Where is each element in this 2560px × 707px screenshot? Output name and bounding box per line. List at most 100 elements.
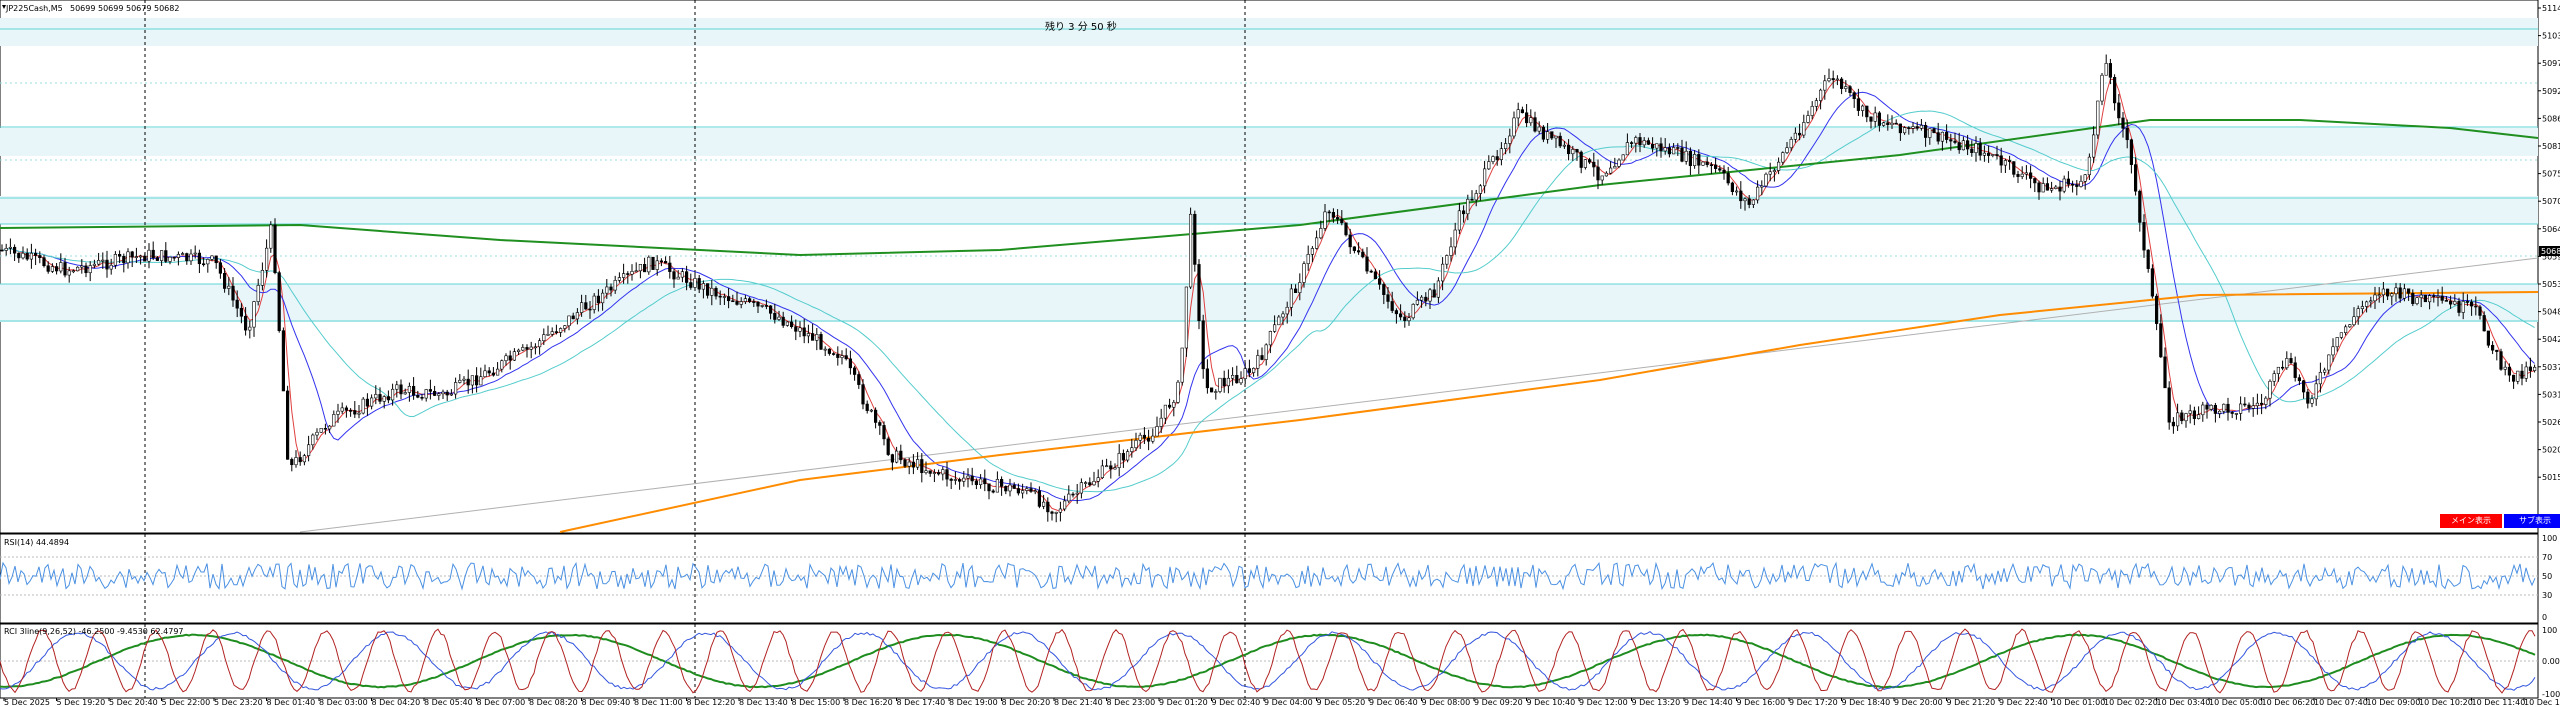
- candle-body: [1428, 289, 1432, 302]
- candle-body: [1344, 222, 1348, 236]
- candle-body: [693, 278, 697, 288]
- candle-body: [848, 358, 852, 369]
- candle-body: [1298, 282, 1302, 293]
- candle-body: [1772, 170, 1776, 173]
- candle-body: [907, 461, 911, 467]
- candle-body: [84, 265, 88, 274]
- candle-body: [1441, 263, 1445, 282]
- candle-body: [1672, 147, 1676, 155]
- main-display-button[interactable]: メイン表示: [2440, 514, 2502, 528]
- candle-body: [1987, 152, 1991, 156]
- candle-body: [1609, 167, 1613, 174]
- rci-pane[interactable]: RCI 3line(9,26,52) -46.2500 -9.4530 62.4…: [0, 623, 2539, 699]
- time-label: 9 Dec 08:00: [1422, 698, 1471, 707]
- candle-body: [1180, 347, 1184, 383]
- candle-body: [1747, 198, 1751, 205]
- candle-body: [1520, 109, 1524, 114]
- candle-body: [2037, 182, 2041, 193]
- candle-body: [857, 374, 861, 385]
- candle-body: [2012, 161, 2016, 175]
- candle-body: [223, 273, 227, 289]
- candle-body: [1445, 255, 1449, 265]
- candle-body: [1264, 344, 1268, 360]
- candle-body: [2054, 186, 2058, 189]
- candle-body: [886, 438, 890, 455]
- candle-body: [756, 301, 760, 307]
- ema-slow-line: [1, 110, 2535, 493]
- time-label: 8 Dec 07:00: [477, 698, 526, 707]
- candle-body: [1915, 126, 1919, 129]
- candle-body: [815, 334, 819, 341]
- candle-body: [319, 427, 323, 433]
- candle-body: [105, 259, 109, 270]
- candle-body: [2159, 323, 2163, 358]
- candle-body: [1289, 288, 1293, 308]
- candle-body: [2041, 183, 2045, 193]
- candle-body: [2461, 301, 2465, 313]
- candle-body: [361, 398, 365, 414]
- rsi-scale-100: 100: [2542, 534, 2557, 543]
- candle-body: [0, 249, 4, 252]
- candle-body: [2512, 374, 2516, 382]
- rci-scale: 100 0.00 -100: [2542, 626, 2560, 699]
- candle-body: [2503, 366, 2507, 370]
- candle-body: [571, 315, 575, 320]
- candle-body: [1491, 156, 1495, 162]
- candle-body: [1907, 127, 1911, 129]
- candle-body: [1214, 391, 1218, 393]
- candle-body: [1420, 296, 1424, 301]
- time-label: 9 Dec 20:00: [1894, 698, 1943, 707]
- candle-body: [1348, 234, 1352, 248]
- candle-body: [1978, 143, 1982, 156]
- candle-body: [1802, 122, 1806, 136]
- collapse-arrow-icon[interactable]: [2, 5, 6, 9]
- candle-body: [1844, 86, 1848, 89]
- candle-body: [2507, 366, 2512, 376]
- candle-body: [1079, 482, 1083, 494]
- candle-body: [311, 434, 315, 446]
- candle-body: [1310, 248, 1314, 255]
- time-label: 9 Dec 05:20: [1317, 698, 1366, 707]
- candle-body: [2003, 160, 2007, 166]
- candle-body: [487, 370, 491, 374]
- candle-body: [516, 349, 521, 352]
- candle-body: [831, 353, 836, 355]
- candle-body: [2348, 324, 2352, 328]
- time-label: 8 Dec 08:20: [529, 698, 578, 707]
- candle-body: [2491, 344, 2495, 351]
- candle-body: [1352, 246, 1356, 251]
- candle-body: [1760, 185, 1764, 188]
- candle-body: [2260, 402, 2264, 405]
- price-label: 50869: [2542, 114, 2560, 123]
- candle-body: [525, 347, 529, 350]
- rsi-pane-border: [0, 533, 2539, 624]
- candle-body: [626, 273, 630, 275]
- candle-body: [1172, 402, 1176, 408]
- candle-body: [63, 262, 67, 276]
- main-pane[interactable]: JP225Cash,M5 50699 50699 50679 50682: [0, 0, 2539, 534]
- candle-body: [1651, 144, 1655, 149]
- price-label: 50209: [2542, 446, 2560, 455]
- candle-body: [554, 331, 558, 333]
- time-label: 9 Dec 10:40: [1527, 698, 1576, 707]
- candle-body: [1525, 112, 1529, 124]
- candle-body: [978, 478, 983, 485]
- time-label: 10 Dec 11:40: [2472, 698, 2526, 707]
- candle-body: [550, 331, 554, 335]
- rsi-pane[interactable]: RSI(14) 44.4894: [0, 533, 2539, 624]
- candle-body: [1067, 493, 1071, 502]
- candle-body: [1508, 135, 1512, 144]
- candle-body: [197, 252, 202, 265]
- candle-body: [1134, 440, 1138, 449]
- price-label: 50484: [2542, 308, 2560, 317]
- candle-body: [1856, 98, 1860, 111]
- candle-body: [80, 265, 84, 268]
- ohlc-readout: 50699 50699 50679 50682: [70, 4, 179, 13]
- candle-body: [29, 252, 34, 260]
- candle-body: [1113, 467, 1117, 470]
- candle-body: [1567, 144, 1571, 155]
- sub-display-button[interactable]: サブ表示: [2504, 514, 2560, 528]
- candle-body: [1579, 151, 1583, 168]
- candle-body: [1378, 278, 1382, 285]
